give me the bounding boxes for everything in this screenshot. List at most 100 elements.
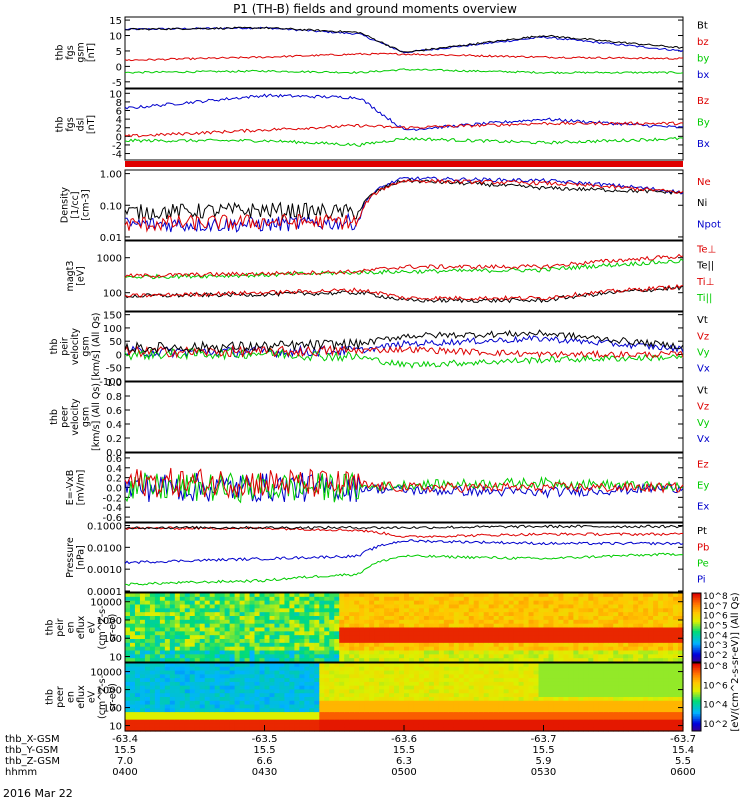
- spectrogram-cell: [673, 642, 679, 648]
- spectrogram-cell: [209, 689, 216, 694]
- spectrogram-cell: [274, 612, 281, 617]
- spectrogram-cell: [134, 712, 141, 717]
- spectrogram-cell: [179, 723, 186, 728]
- spectrogram-cell: [264, 681, 271, 687]
- spectrogram-cell: [413, 604, 420, 609]
- spectrogram-cell: [234, 700, 241, 706]
- spectrogram-cell: [418, 623, 425, 629]
- spectrogram-cell: [438, 631, 445, 636]
- spectrogram-cell: [433, 674, 440, 679]
- spectrogram-cell: [404, 663, 410, 668]
- spectrogram-cell: [125, 708, 131, 713]
- spectrogram-cell: [179, 666, 186, 672]
- spectrogram-cell: [553, 700, 560, 706]
- spectrogram-cell: [443, 639, 450, 644]
- spectrogram-cell: [399, 616, 405, 621]
- spectrogram-cell: [219, 678, 226, 683]
- spectrogram-cell: [543, 674, 550, 679]
- spectrogram-cell: [548, 712, 555, 717]
- spectrogram-cell: [618, 646, 624, 652]
- spectrogram-cell: [498, 693, 505, 698]
- spectrogram-cell: [523, 670, 530, 675]
- spectrogram-cell: [304, 678, 310, 683]
- spectrogram-cell: [463, 685, 470, 691]
- spectrogram-cell: [229, 712, 236, 717]
- spectrogram-cell: [194, 600, 201, 606]
- spectrogram-cell: [553, 593, 560, 598]
- spectrogram-cell: [663, 678, 669, 683]
- spectrogram-cell: [528, 623, 535, 629]
- spectrogram-cell: [428, 674, 435, 679]
- spectrogram-cell: [234, 674, 241, 679]
- spectrogram-cell: [598, 616, 604, 621]
- spectrogram-cell: [314, 704, 320, 709]
- spectrogram-cell: [443, 693, 450, 698]
- spectrogram-cell: [219, 681, 226, 687]
- spectrogram-cell: [408, 663, 415, 668]
- spectrogram-cell: [473, 635, 480, 640]
- y-tick-label: -0.6: [102, 513, 122, 524]
- spectrogram-cell: [473, 619, 480, 625]
- spectrogram-cell: [214, 704, 221, 709]
- spectrogram-cell: [164, 715, 171, 721]
- spectrogram-cell: [483, 670, 490, 675]
- spectrogram-cell: [478, 646, 485, 652]
- spectrogram-cell: [483, 654, 490, 659]
- spectrogram-cell: [658, 596, 664, 602]
- spectrogram-cell: [558, 658, 565, 663]
- spectrogram-cell: [538, 678, 545, 683]
- spectrogram-cell: [249, 635, 256, 640]
- spectrogram-cell: [234, 704, 241, 709]
- spectrogram-cell: [428, 723, 435, 728]
- spectrogram-cell: [374, 646, 380, 652]
- spectrogram-cell: [139, 642, 146, 648]
- spectrogram-cell: [538, 666, 545, 672]
- spectrogram-cell: [304, 712, 310, 717]
- spectrogram-cell: [553, 631, 560, 636]
- spectrogram-cell: [573, 704, 579, 709]
- spectrogram-cell: [389, 654, 395, 659]
- spectrogram-cell: [269, 646, 276, 652]
- colorbar-swatch: [692, 658, 701, 661]
- spectrogram-cell: [528, 708, 535, 713]
- spectrogram-cell: [199, 708, 206, 713]
- spectrogram-cell: [658, 650, 664, 655]
- spectrogram-cell: [254, 719, 261, 725]
- spectrogram-cell: [473, 593, 480, 598]
- spectrogram-cell: [453, 663, 460, 668]
- spectrogram-cell: [404, 627, 410, 632]
- spectrogram-cell: [334, 600, 340, 606]
- spectrogram-cell: [299, 708, 305, 713]
- spectrogram-cell: [314, 635, 320, 640]
- spectrogram-cell: [184, 697, 191, 702]
- spectrogram-cell: [488, 700, 495, 706]
- spectrogram-cell: [149, 708, 156, 713]
- spectrogram-cell: [483, 666, 490, 672]
- spectrogram-cell: [653, 596, 659, 602]
- spectrogram-cell: [568, 642, 574, 648]
- spectrogram-cell: [179, 654, 186, 659]
- spectrogram-cell: [279, 689, 286, 694]
- spectrogram-cell: [463, 593, 470, 598]
- y-tick-label: 0.6: [106, 406, 122, 417]
- spectrogram-cell: [259, 681, 266, 687]
- spectrogram-cell: [334, 712, 340, 717]
- spectrogram-cell: [523, 708, 530, 713]
- spectrogram-cell: [653, 600, 659, 606]
- spectrogram-cell: [239, 658, 246, 663]
- spectrogram-cell: [359, 674, 365, 679]
- spectrogram-cell: [463, 666, 470, 672]
- spectrogram-cell: [224, 642, 231, 648]
- spectrogram-cell: [159, 670, 166, 675]
- spectrogram-cell: [493, 593, 500, 598]
- spectrogram-cell: [543, 642, 550, 648]
- spectrogram-cell: [379, 704, 385, 709]
- spectrogram-cell: [643, 715, 649, 721]
- spectrogram-cell: [668, 650, 674, 655]
- spectrogram-cell: [239, 600, 246, 606]
- spectrogram-cell: [239, 619, 246, 625]
- spectrogram-cell: [653, 635, 659, 640]
- spectrogram-cell: [428, 712, 435, 717]
- spectrogram-cell: [613, 715, 619, 721]
- spectrogram-cell: [528, 697, 535, 702]
